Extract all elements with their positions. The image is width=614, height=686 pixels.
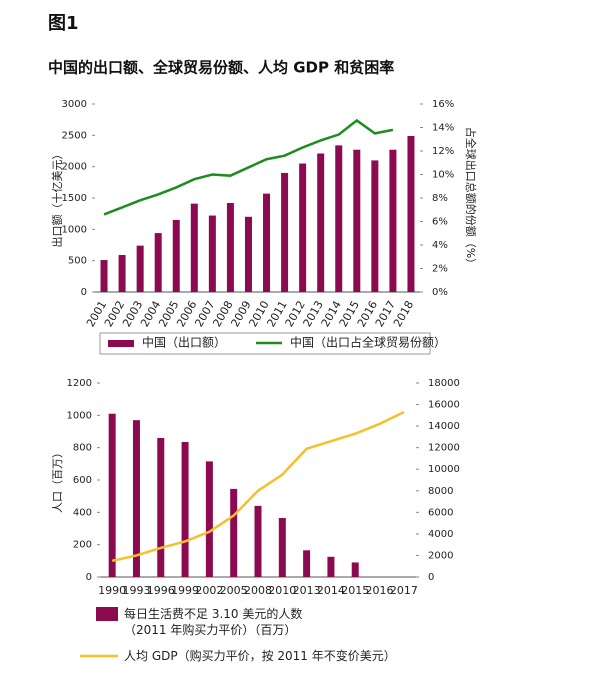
x-tick-label: 2014	[317, 584, 345, 597]
y-tick-label: 2500	[62, 130, 87, 141]
x-tick-label: 2015	[341, 584, 369, 597]
x-tick-label: 2008	[244, 584, 272, 597]
y2-tick-label: 0%	[432, 287, 448, 298]
x-tick-label: 1999	[171, 584, 199, 597]
bar	[254, 505, 262, 577]
y2-tick-label: 14000	[428, 421, 460, 432]
y2-tick-label: 12000	[428, 443, 460, 454]
bar	[181, 442, 189, 577]
y-tick-label: 500	[68, 256, 87, 267]
bar	[172, 219, 180, 292]
bar	[299, 163, 307, 292]
x-tick-label: 2017	[390, 584, 418, 597]
y-axis-label: 人口（百万）	[51, 447, 64, 513]
y2-tick-label: 2%	[432, 264, 448, 275]
line	[103, 118, 394, 216]
y2-tick-label: 0	[428, 572, 434, 583]
y-tick-label: 800	[73, 443, 92, 454]
bar	[281, 172, 289, 292]
bar	[118, 255, 126, 292]
x-tick-label: 2013	[293, 584, 321, 597]
legend-label: 人均 GDP（购买力平价，按 2011 年不变价美元）	[124, 648, 396, 663]
legend-swatch	[108, 340, 134, 347]
bar	[351, 562, 359, 577]
legend-line: （2011 年购买力平价）（百万）	[124, 622, 296, 637]
y2-tick-label: 6000	[428, 507, 453, 518]
bar	[353, 149, 361, 292]
y-tick-label: 2000	[62, 162, 87, 173]
bar	[154, 233, 162, 292]
bar	[389, 149, 397, 292]
page-title: 中国的出口额、全球贸易份额、人均 GDP 和贫困率	[48, 59, 394, 77]
y2-tick-label: 16%	[432, 99, 454, 110]
bar	[327, 556, 335, 577]
y2-tick-label: 14%	[432, 123, 454, 134]
y2-tick-label: 8%	[432, 193, 448, 204]
bar	[278, 517, 286, 577]
bar	[230, 488, 238, 577]
bar	[208, 215, 216, 292]
y-tick-label: 0	[81, 287, 87, 298]
x-tick-label: 1990	[98, 584, 126, 597]
y2-tick-label: 8000	[428, 486, 453, 497]
y2-tick-label: 16000	[428, 400, 460, 411]
legend-box	[99, 332, 431, 355]
y2-tick-label: 2000	[428, 550, 453, 561]
bar	[205, 461, 213, 577]
legend-swatch	[96, 607, 118, 621]
y-tick-label: 1500	[62, 193, 87, 204]
y-tick-label: 1000	[67, 410, 92, 421]
y-tick-label: 1000	[62, 224, 87, 235]
y-axis-label: 出口额（十亿美元）	[50, 149, 64, 248]
bar	[317, 153, 325, 292]
legend-line: 人均 GDP（购买力平价，按 2011 年不变价美元）	[124, 648, 396, 663]
bar	[371, 160, 379, 292]
legend-line: 每日生活费不足 3.10 美元的人数	[124, 606, 302, 621]
bar	[108, 413, 116, 577]
y2-tick-label: 10%	[432, 170, 454, 181]
legend-label: 中国（出口额）	[142, 335, 226, 350]
legend-label: 中国（出口占全球贸易份额）	[290, 335, 446, 350]
y2-tick-label: 18000	[428, 378, 460, 389]
bar	[263, 193, 271, 292]
line	[111, 410, 405, 563]
figure-label: 图1	[48, 13, 79, 34]
bar	[226, 203, 234, 292]
y2-tick-label: 6%	[432, 217, 448, 228]
x-tick-label: 2005	[220, 584, 248, 597]
y-tick-label: 3000	[62, 99, 87, 110]
y2-axis-label: 占全球出口总额的份额（%）	[464, 127, 478, 269]
bar	[157, 437, 165, 577]
legend-label: 每日生活费不足 3.10 美元的人数（2011 年购买力平价）（百万）	[124, 606, 302, 637]
bar	[100, 260, 108, 292]
y-tick-label: 0	[86, 572, 92, 583]
bar	[190, 203, 198, 292]
y-tick-label: 200	[73, 540, 92, 551]
y-tick-label: 1200	[67, 378, 92, 389]
x-tick-label: 1996	[147, 584, 175, 597]
y2-tick-label: 4%	[432, 240, 448, 251]
y2-tick-label: 10000	[428, 464, 460, 475]
x-tick-label: 2016	[366, 584, 394, 597]
bar	[136, 245, 144, 292]
x-tick-label: 2010	[268, 584, 296, 597]
y-tick-label: 400	[73, 507, 92, 518]
y-tick-label: 600	[73, 475, 92, 486]
bar	[132, 420, 140, 577]
bar	[407, 135, 415, 292]
bar	[335, 145, 343, 292]
x-tick-label: 1993	[122, 584, 150, 597]
x-tick-label: 2002	[195, 584, 223, 597]
bar	[244, 216, 252, 292]
y2-tick-label: 12%	[432, 146, 454, 157]
y2-tick-label: 4000	[428, 529, 453, 540]
bar	[303, 550, 311, 577]
